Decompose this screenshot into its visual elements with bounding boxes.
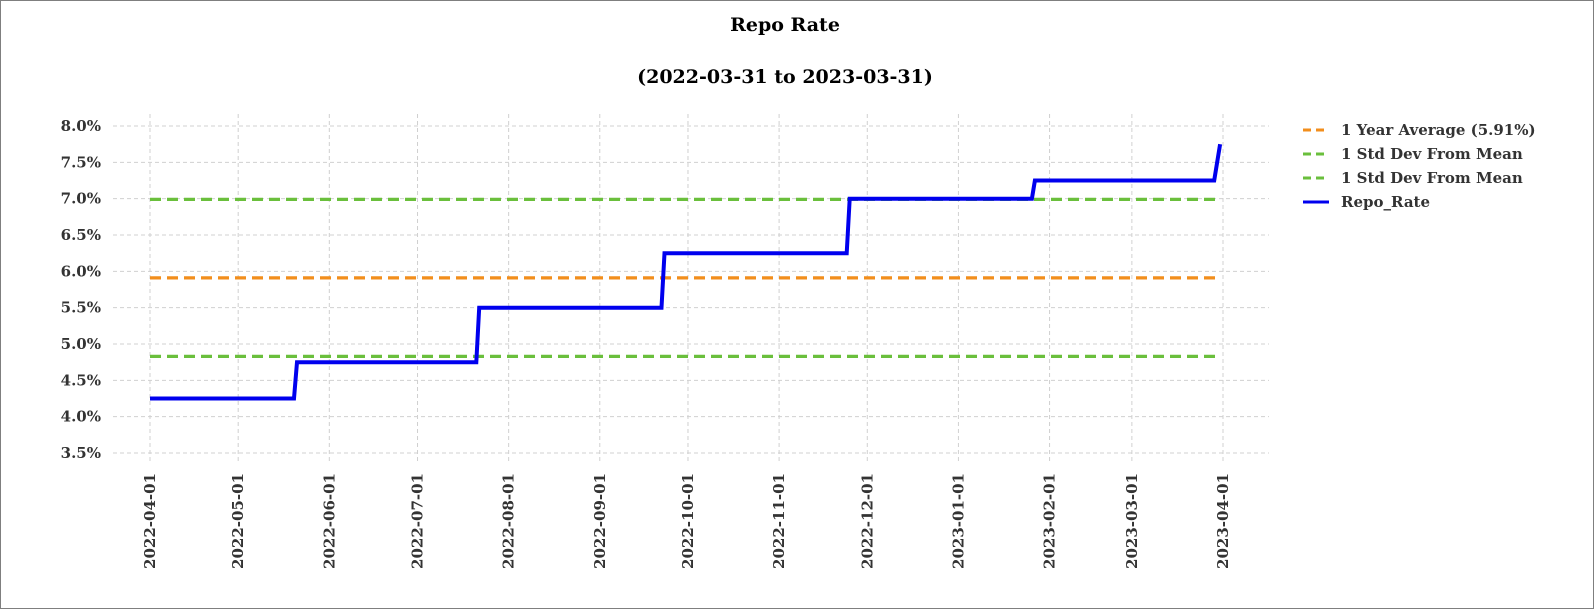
x-axis-ticks: 2022-04-01 2022-05-01 2022-06-01 2022-07-01… bbox=[141, 473, 1232, 569]
grid bbox=[113, 114, 1269, 463]
series-lines bbox=[150, 143, 1223, 401]
x-tick-label: 2022-09-01 bbox=[591, 473, 609, 569]
x-tick-label: 2022-07-01 bbox=[409, 473, 427, 569]
series-line-repo-rate bbox=[150, 143, 1223, 401]
x-tick-label: 2022-06-01 bbox=[320, 473, 338, 569]
x-tick-label: 2022-11-01 bbox=[770, 473, 788, 569]
x-tick-label: 2022-05-01 bbox=[229, 473, 247, 569]
y-tick-label: 3.5% bbox=[61, 444, 101, 462]
x-tick-label: 2022-04-01 bbox=[141, 473, 159, 569]
legend-label: Repo_Rate bbox=[1341, 193, 1430, 211]
y-tick-label: 7.0% bbox=[61, 190, 101, 208]
legend: 1 Year Average (5.91%) 1 Std Dev From Mea… bbox=[1303, 121, 1536, 211]
y-tick-label: 5.0% bbox=[61, 335, 101, 353]
y-tick-label: 7.5% bbox=[61, 153, 101, 171]
x-tick-label: 2022-12-01 bbox=[858, 473, 876, 569]
chart-subtitle: (2022-03-31 to 2023-03-31) bbox=[637, 66, 933, 88]
y-tick-label: 6.0% bbox=[61, 262, 101, 280]
legend-label: 1 Std Dev From Mean bbox=[1341, 169, 1523, 187]
x-tick-label: 2022-08-01 bbox=[500, 473, 518, 569]
y-tick-label: 8.0% bbox=[61, 117, 101, 135]
y-axis-ticks: 3.5% 4.0% 4.5% 5.0% 5.5% 6.0% 6.5% 7.0% 7.5% 8.0% bbox=[61, 117, 101, 462]
legend-label: 1 Year Average (5.91%) bbox=[1341, 121, 1536, 139]
legend-label: 1 Std Dev From Mean bbox=[1341, 145, 1523, 163]
x-tick-label: 2023-03-01 bbox=[1123, 473, 1141, 569]
y-tick-label: 4.5% bbox=[61, 371, 101, 389]
x-tick-label: 2023-04-01 bbox=[1214, 473, 1232, 569]
x-tick-label: 2022-10-01 bbox=[679, 473, 697, 569]
y-tick-label: 5.5% bbox=[61, 299, 101, 317]
y-tick-label: 6.5% bbox=[61, 226, 101, 244]
chart-title: Repo Rate bbox=[730, 14, 840, 36]
x-tick-label: 2023-01-01 bbox=[949, 473, 967, 569]
x-tick-label: 2023-02-01 bbox=[1041, 473, 1059, 569]
y-tick-label: 4.0% bbox=[61, 408, 101, 426]
